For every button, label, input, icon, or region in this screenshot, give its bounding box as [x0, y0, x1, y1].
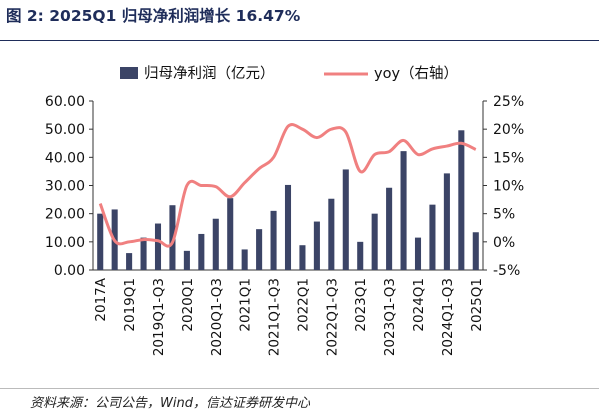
bar-net-profit — [212, 218, 219, 270]
x-tick-label: 2023Q1-Q3 — [382, 278, 398, 356]
bar-net-profit — [97, 213, 104, 270]
bar-net-profit — [313, 221, 320, 270]
x-tick-label: 2019Q1 — [122, 278, 138, 332]
bar-net-profit — [284, 184, 292, 270]
source-divider — [0, 388, 599, 389]
y-left-tick-label: 50.00 — [45, 122, 85, 138]
title-divider — [0, 40, 599, 41]
x-tick-label: 2021Q1-Q3 — [267, 278, 283, 356]
y-left-tick-label: 60.00 — [45, 94, 85, 110]
y-right-tick-label: 5% — [493, 207, 515, 223]
bar-net-profit — [198, 233, 205, 270]
x-tick-label: 2020Q1 — [180, 278, 196, 332]
bar-net-profit — [328, 198, 335, 270]
bar-net-profit — [472, 232, 479, 270]
y-left-tick-label: 20.00 — [45, 207, 85, 223]
y-left-tick-label: 10.00 — [45, 235, 85, 251]
y-left-tick-label: 40.00 — [45, 150, 85, 166]
x-tick-label: 2019Q1-Q3 — [151, 278, 167, 356]
bar-net-profit — [342, 169, 349, 270]
x-tick-label: 2024Q1-Q3 — [440, 278, 456, 356]
x-tick-label: 2021Q1 — [238, 278, 254, 332]
bar-net-profit — [227, 198, 234, 270]
bar-net-profit — [458, 130, 465, 270]
bar-net-profit — [183, 250, 190, 270]
y-right-tick-label: -5% — [493, 263, 520, 279]
source-note: 资料来源：公司公告，Wind，信达证券研发中心 — [30, 396, 310, 411]
bar-net-profit — [140, 237, 147, 270]
bar-net-profit — [429, 204, 436, 270]
legend-swatch-bar — [120, 67, 138, 79]
bar-net-profit — [126, 253, 133, 270]
legend-label-line: yoy（右轴） — [374, 65, 458, 82]
y-right-tick-label: 0% — [493, 235, 515, 251]
x-tick-label: 2022Q1 — [295, 278, 311, 332]
bar-net-profit — [386, 187, 393, 270]
y-right-tick-label: 20% — [493, 122, 524, 138]
bar-net-profit — [256, 229, 263, 270]
y-right-tick-label: 10% — [493, 179, 524, 195]
y-right-tick-label: 15% — [493, 150, 524, 166]
legend-label-bar: 归母净利润（亿元） — [144, 65, 275, 82]
x-tick-label: 2022Q1-Q3 — [324, 278, 340, 356]
y-left-tick-label: 0.00 — [54, 263, 85, 279]
bar-net-profit — [414, 237, 422, 270]
bar-net-profit — [371, 213, 378, 270]
bar-net-profit — [400, 151, 407, 270]
bar-net-profit — [154, 223, 162, 270]
x-tick-label: 2017A — [93, 277, 109, 321]
bar-net-profit — [241, 249, 248, 270]
line-yoy — [98, 123, 477, 248]
bar-net-profit — [270, 210, 277, 270]
y-left-tick-label: 30.00 — [45, 179, 85, 195]
bar-net-profit — [299, 245, 306, 270]
bar-net-profit — [169, 205, 176, 270]
y-right-tick-label: 25% — [493, 94, 524, 110]
bar-net-profit — [357, 241, 364, 270]
x-tick-label: 2025Q1 — [469, 278, 485, 332]
x-tick-label: 2023Q1 — [353, 278, 369, 332]
bar-net-profit — [443, 173, 450, 270]
x-tick-label: 2020Q1-Q3 — [209, 278, 225, 356]
x-tick-label: 2024Q1 — [411, 278, 427, 332]
figure-title: 图 2: 2025Q1 归母净利润增长 16.47% — [6, 7, 301, 25]
